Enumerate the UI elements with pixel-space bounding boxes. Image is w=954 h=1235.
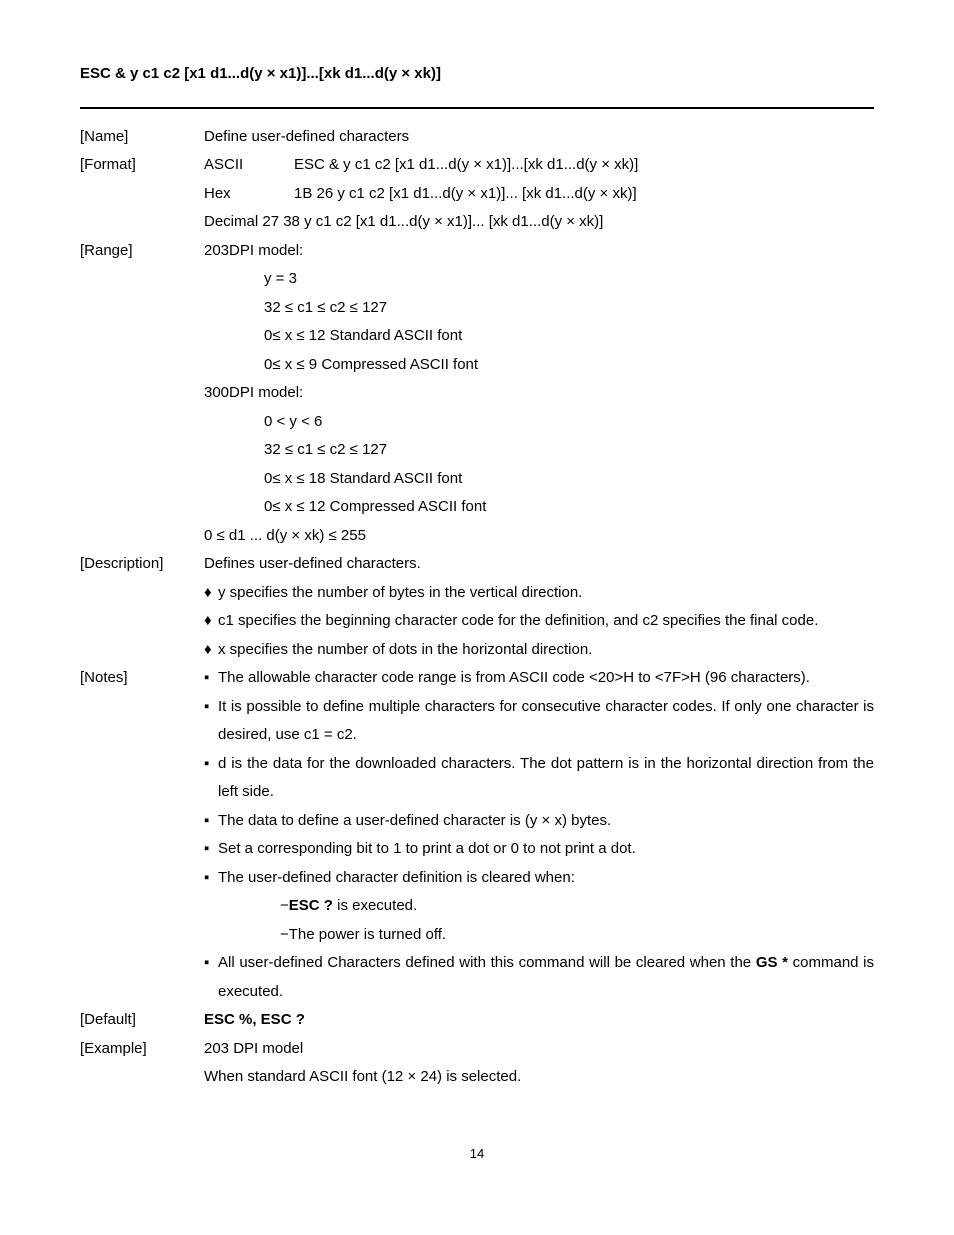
square-bullet-icon: ▪ (204, 693, 218, 722)
description-d2: c1 specifies the beginning character cod… (218, 607, 874, 636)
divider (80, 107, 874, 109)
notes-n7: All user-defined Characters defined with… (218, 949, 874, 1006)
format-dec-value: 27 38 y c1 c2 [x1 d1...d(y × x1)]... [xk… (262, 213, 603, 230)
example-l2: When standard ASCII font (12 × 24) is se… (204, 1063, 874, 1092)
page-number: 14 (80, 1142, 874, 1167)
notes-n6b: −The power is turned off. (204, 921, 874, 950)
square-bullet-icon: ▪ (204, 835, 218, 864)
row-range: [Range] 203DPI model: y = 3 32 ≤ c1 ≤ c2… (80, 237, 874, 551)
format-ascii-label: ASCII (204, 151, 294, 180)
range-300-header: 300DPI model: (204, 379, 874, 408)
description-intro: Defines user-defined characters. (204, 550, 874, 579)
diamond-bullet-icon: ♦ (204, 636, 218, 665)
format-hex-value: 1B 26 y c1 c2 [x1 d1...d(y × x1)]... [xk… (294, 180, 637, 209)
format-ascii-value: ESC & y c1 c2 [x1 d1...d(y × x1)]...[xk … (294, 151, 638, 180)
square-bullet-icon: ▪ (204, 864, 218, 893)
row-format: [Format] ASCII ESC & y c1 c2 [x1 d1...d(… (80, 151, 874, 237)
format-hex-label: Hex (204, 180, 294, 209)
format-dec-label: Decimal (204, 213, 258, 230)
square-bullet-icon: ▪ (204, 807, 218, 836)
notes-n6: The user-defined character definition is… (218, 864, 874, 893)
notes-n2: It is possible to define multiple charac… (218, 693, 874, 750)
row-notes: [Notes] ▪ The allowable character code r… (80, 664, 874, 1006)
row-name: [Name] Define user-defined characters (80, 123, 874, 152)
range-300-l4: 0≤ x ≤ 12 Compressed ASCII font (204, 493, 874, 522)
diamond-bullet-icon: ♦ (204, 579, 218, 608)
range-203-l2: 32 ≤ c1 ≤ c2 ≤ 127 (204, 294, 874, 323)
label-format: [Format] (80, 151, 204, 180)
row-description: [Description] Defines user-defined chara… (80, 550, 874, 664)
label-name: [Name] (80, 123, 204, 152)
row-example: [Example] 203 DPI model When standard AS… (80, 1035, 874, 1092)
description-d1: y specifies the number of bytes in the v… (218, 579, 874, 608)
range-last: 0 ≤ d1 ... d(y × xk) ≤ 255 (204, 522, 874, 551)
label-default: [Default] (80, 1006, 204, 1035)
range-300-l2: 32 ≤ c1 ≤ c2 ≤ 127 (204, 436, 874, 465)
command-title: ESC & y c1 c2 [x1 d1...d(y × x1)]...[xk … (80, 60, 874, 89)
square-bullet-icon: ▪ (204, 664, 218, 693)
range-203-l4: 0≤ x ≤ 9 Compressed ASCII font (204, 351, 874, 380)
diamond-bullet-icon: ♦ (204, 607, 218, 636)
notes-n3: d is the data for the downloaded charact… (218, 750, 874, 807)
range-203-l3: 0≤ x ≤ 12 Standard ASCII font (204, 322, 874, 351)
label-range: [Range] (80, 237, 204, 266)
name-value: Define user-defined characters (204, 123, 874, 152)
default-value: ESC %, ESC ? (204, 1011, 305, 1028)
range-203-l1: y = 3 (204, 265, 874, 294)
label-example: [Example] (80, 1035, 204, 1064)
example-l1: 203 DPI model (204, 1035, 874, 1064)
label-notes: [Notes] (80, 664, 204, 693)
range-203-header: 203DPI model: (204, 237, 874, 266)
notes-n5: Set a corresponding bit to 1 to print a … (218, 835, 874, 864)
square-bullet-icon: ▪ (204, 949, 218, 978)
notes-n4: The data to define a user-defined charac… (218, 807, 874, 836)
square-bullet-icon: ▪ (204, 750, 218, 779)
range-300-l1: 0 < y < 6 (204, 408, 874, 437)
description-d3: x specifies the number of dots in the ho… (218, 636, 874, 665)
notes-n1: The allowable character code range is fr… (218, 664, 874, 693)
notes-n6a: −ESC ? is executed. (204, 892, 874, 921)
range-300-l3: 0≤ x ≤ 18 Standard ASCII font (204, 465, 874, 494)
row-default: [Default] ESC %, ESC ? (80, 1006, 874, 1035)
label-description: [Description] (80, 550, 204, 579)
